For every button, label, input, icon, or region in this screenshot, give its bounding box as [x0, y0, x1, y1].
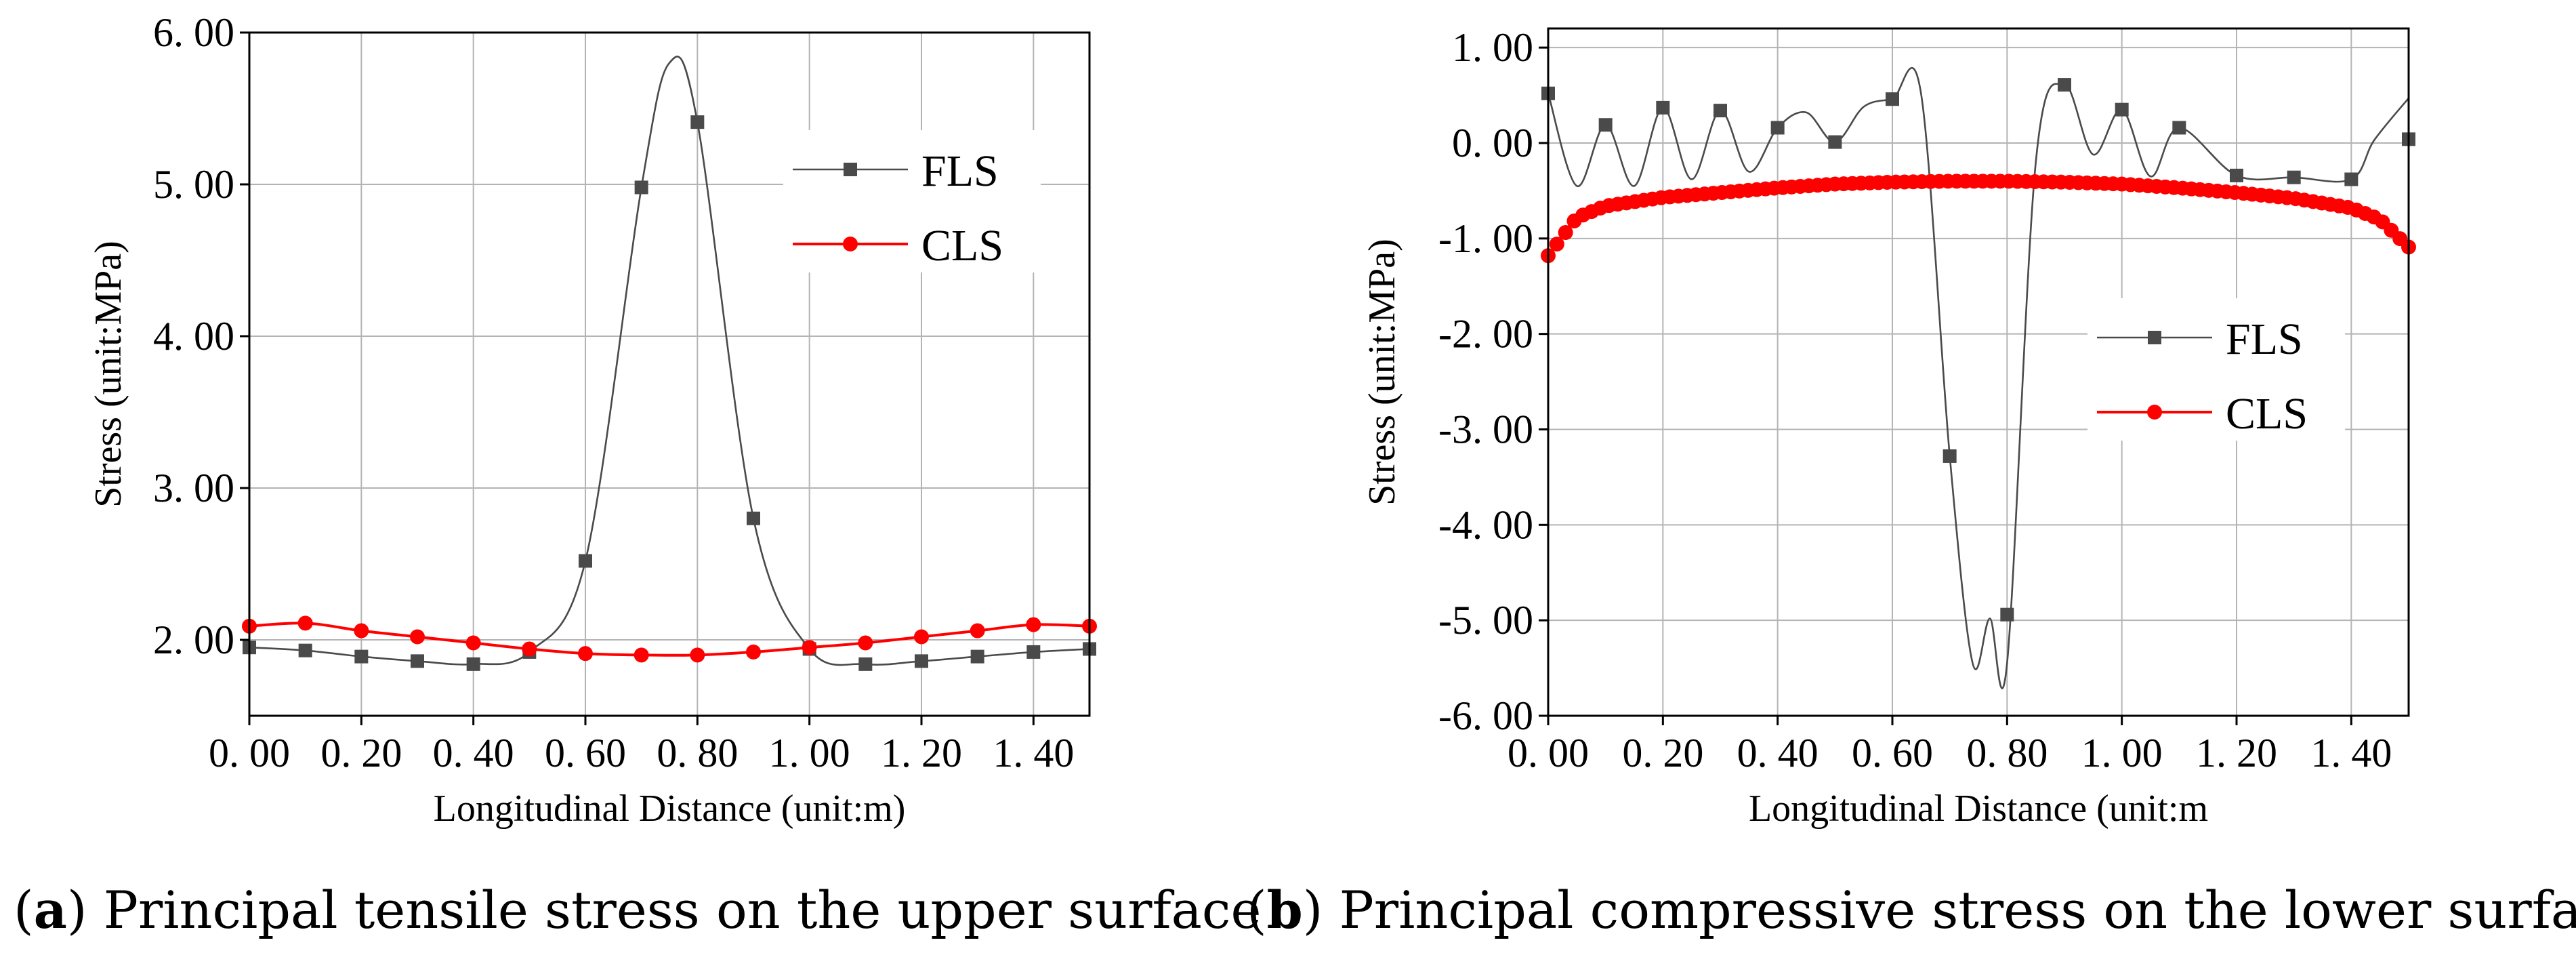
chart-a-fls-point-3	[411, 654, 424, 668]
chart-a-plot-frame	[248, 31, 1091, 717]
caption-a-letter: a	[33, 880, 67, 940]
chart-a-y-tick-label-3: 5. 00	[153, 162, 234, 207]
chart-b-plot-frame	[1547, 27, 2410, 717]
chart-a-cls-point-5	[522, 641, 537, 657]
chart-a-cls-point-10	[802, 640, 817, 655]
chart-b-y-tick-label-4: -2. 00	[1438, 312, 1533, 357]
chart-b-x-tick-label-6: 1. 20	[2196, 731, 2277, 775]
chart-b-x-tick-label-0: 0. 00	[1508, 731, 1589, 775]
chart-b-x-tick-label-7: 1. 40	[2310, 731, 2392, 775]
chart-a-y-tick-label-1: 3. 00	[153, 466, 234, 510]
chart-a-legend-fls-label: FLS	[921, 146, 999, 196]
chart-a-x-tick-label-5: 1. 00	[769, 731, 850, 775]
chart-a-tensile-stress: 0. 00 0. 20 0. 40 0. 60 0. 80 1. 00 1. 20 1. 40…	[87, 10, 1097, 830]
chart-a-series-cls-line	[249, 622, 1090, 657]
chart-a-x-tick-label-3: 0. 60	[545, 731, 626, 775]
chart-a-x-tick-label-1: 0. 20	[320, 731, 402, 775]
caption-b-letter: b	[1266, 880, 1303, 940]
chart-b-y-tick-label-7: 1. 00	[1452, 25, 1533, 70]
chart-a-fls-point-4	[466, 657, 480, 671]
chart-a-fls-point-11	[858, 657, 873, 671]
chart-a-cls-point-8	[690, 647, 705, 663]
chart-b-x-tick-label-3: 0. 60	[1852, 731, 1933, 775]
chart-b-fls-point-11	[2172, 121, 2186, 135]
chart-b-y-tick-label-6: 0. 00	[1452, 121, 1533, 165]
chart-a-cls-point-9	[746, 644, 761, 660]
chart-a-fls-point-6	[579, 554, 592, 568]
caption-b: (b) Principal compressive stress on the …	[1247, 873, 2576, 948]
chart-a-cls-point-14	[1026, 617, 1041, 632]
chart-a-fls-point-2	[354, 649, 369, 664]
chart-a-cls-point-7	[633, 647, 649, 663]
chart-b-cls-point-2	[1558, 225, 1573, 241]
chart-b-fls-point-1	[1598, 118, 1613, 132]
chart-b-fls-point-5	[1828, 135, 1842, 149]
chart-a-legend-cls-label: CLS	[921, 221, 1003, 270]
chart-b-legend-fls-label: FLS	[2226, 315, 2303, 364]
chart-b-x-tick-label-4: 0. 80	[1966, 731, 2048, 775]
chart-b-fls-point-13	[2287, 170, 2301, 184]
chart-a-series-fls-line	[249, 56, 1090, 666]
chart-a-fls-point-8	[690, 115, 705, 129]
chart-b-legend-cls-marker	[2147, 405, 2162, 420]
chart-b-fls-point-12	[2230, 168, 2243, 182]
chart-a-y-tick-label-0: 2. 00	[153, 617, 234, 662]
chart-b-compressive-stress: 0. 00 0. 20 0. 40 0. 60 0. 80 1. 00 1. 20 1. 40…	[1361, 25, 2416, 830]
chart-b-x-tick-label-5: 1. 00	[2081, 731, 2163, 775]
chart-b-fls-point-14	[2344, 172, 2359, 186]
chart-b-fls-point-3	[1713, 104, 1727, 118]
chart-b-y-tick-label-1: -5. 00	[1438, 598, 1533, 643]
caption-a: (a) Principal tensile stress on the uppe…	[14, 880, 1262, 940]
chart-b-y-tick-label-3: -3. 00	[1438, 407, 1533, 452]
chart-b-fls-point-8	[2000, 607, 2014, 622]
chart-a-fls-point-9	[747, 511, 760, 525]
chart-b-y-tick-label-5: -1. 00	[1438, 216, 1533, 261]
chart-b-fls-point-2	[1656, 100, 1670, 115]
chart-a-fls-point-14	[1026, 645, 1041, 659]
chart-a-y-tick-label-4: 6. 00	[153, 10, 234, 55]
chart-b-x-tick-label-2: 0. 40	[1737, 731, 1819, 775]
chart-a-legend-fls-marker	[844, 163, 857, 176]
chart-b-x-tick-label-1: 0. 20	[1622, 731, 1703, 775]
chart-a-x-axis-label: Longitudinal Distance (unit:m)	[434, 788, 906, 830]
chart-b-y-tick-label-2: -4. 00	[1438, 502, 1533, 547]
chart-a-legend-cls-marker	[843, 237, 858, 251]
chart-a-cls-point-1	[297, 615, 313, 631]
chart-a-y-tick-label-2: 4. 00	[153, 314, 234, 359]
chart-b-fls-point-6	[1886, 92, 1899, 106]
chart-b-fls-point-9	[2058, 78, 2071, 92]
chart-b-cls-point-1	[1549, 237, 1564, 252]
chart-b-fls-point-7	[1943, 449, 1957, 463]
chart-a-x-tick-label-0: 0. 00	[209, 731, 290, 775]
chart-a-x-tick-label-6: 1. 20	[881, 731, 962, 775]
chart-b-legend-box	[2087, 298, 2345, 441]
chart-a-fls-point-13	[970, 649, 984, 664]
chart-a-cls-point-11	[858, 635, 873, 651]
caption-a-text: Principal tensile stress on the upper su…	[87, 880, 1262, 940]
chart-a-x-tick-label-2: 0. 40	[433, 731, 514, 775]
chart-b-legend-fls-marker	[2148, 331, 2161, 344]
chart-a-cls-point-6	[578, 646, 593, 662]
chart-a-cls-point-13	[970, 623, 985, 638]
chart-a-y-axis-label: Stress (unit:MPa)	[87, 241, 129, 508]
chart-a-fls-point-7	[634, 180, 648, 195]
chart-a-x-tick-label-7: 1. 40	[993, 731, 1074, 775]
chart-b-series-fls-line	[1547, 66, 2410, 689]
chart-b-fls-point-10	[2115, 102, 2129, 117]
chart-a-cls-point-12	[914, 629, 929, 645]
chart-a-legend-box	[783, 130, 1041, 272]
chart-b-y-tick-label-0: -6. 00	[1438, 693, 1533, 738]
chart-a-fls-point-1	[298, 643, 312, 657]
chart-a-fls-point-12	[915, 654, 928, 668]
chart-a-cls-point-2	[354, 623, 369, 638]
chart-b-x-axis-label: Longitudinal Distance (unit:m	[1749, 788, 2208, 830]
chart-a-cls-point-3	[410, 629, 425, 645]
caption-b-text: Principal compressive stress on the lowe…	[1323, 880, 2576, 940]
chart-b-legend-cls-label: CLS	[2226, 389, 2308, 439]
chart-b-y-axis-label: Stress (unit:MPa)	[1361, 239, 1403, 506]
chart-a-x-tick-label-4: 0. 80	[657, 731, 738, 775]
chart-a-cls-point-4	[465, 635, 481, 651]
chart-b-fls-point-4	[1770, 121, 1785, 135]
